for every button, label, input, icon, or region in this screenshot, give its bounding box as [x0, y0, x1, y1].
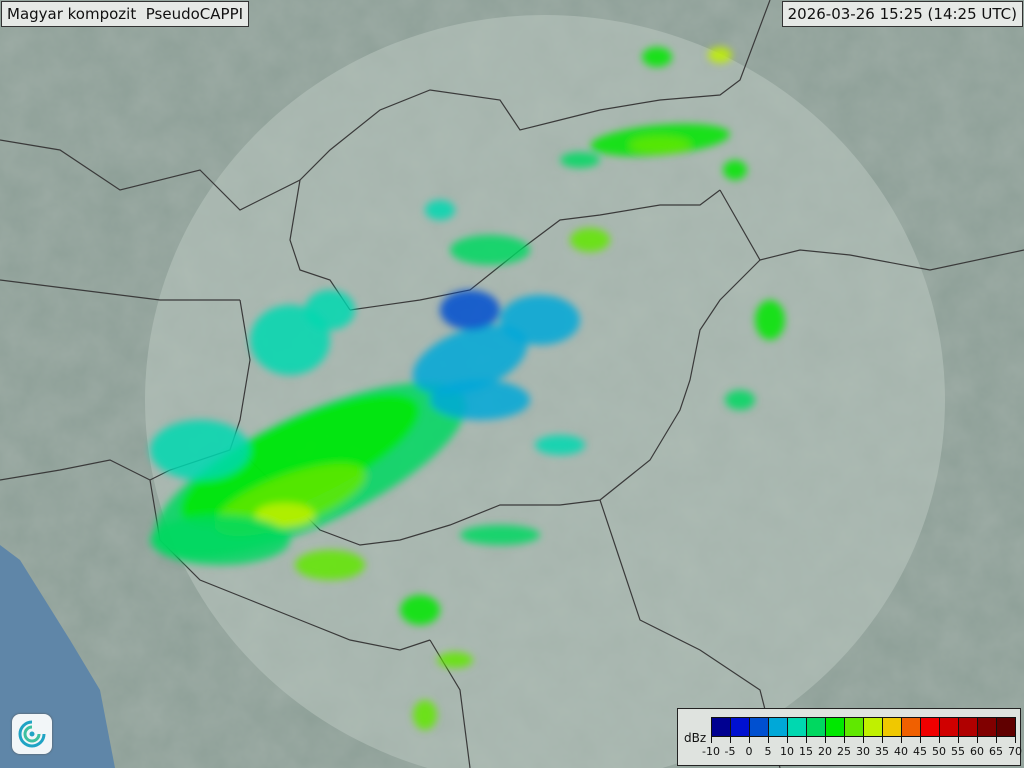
legend-swatch [902, 718, 921, 736]
precipitation-echo [413, 700, 437, 730]
legend-tick-mark [1015, 737, 1016, 743]
precipitation-echo [708, 47, 732, 63]
legend-swatch [883, 718, 902, 736]
precipitation-echo [460, 525, 540, 545]
precipitation-echo [305, 290, 355, 330]
legend-tick-mark [958, 737, 959, 743]
legend-tick-mark [749, 737, 750, 743]
legend-swatch [788, 718, 807, 736]
legend-unit: dBz [684, 731, 707, 745]
legend-tick-mark [901, 737, 902, 743]
legend-tick-label: -10 [702, 745, 720, 758]
product-title: Magyar kompozit PseudoCAPPI [1, 1, 250, 27]
legend-tick-label: 0 [745, 745, 753, 758]
precipitation-echo [180, 394, 420, 526]
legend-swatch [750, 718, 769, 736]
border-line [0, 279, 240, 301]
precipitation-echo [723, 160, 747, 180]
adriatic-sea [0, 545, 115, 768]
legend-tick-label: 10 [780, 745, 794, 758]
legend-swatch [712, 718, 731, 736]
precipitation-echo [437, 652, 473, 668]
legend-tick-label: 45 [913, 745, 927, 758]
legend-swatch [921, 718, 940, 736]
legend-ticks: -10 -5 0 5 10 15 20 25 30 35 40 45 50 55 60 65 70 [702, 737, 1022, 763]
legend-tick-label: 5 [764, 745, 772, 758]
legend-swatch [731, 718, 750, 736]
border-line [0, 0, 771, 211]
precipitation-echoes [150, 47, 785, 730]
border-line [0, 459, 151, 481]
legend-tick-label: 25 [837, 745, 851, 758]
border-line [599, 499, 781, 768]
legend-tick-label: 20 [818, 745, 832, 758]
legend-tick-mark [863, 737, 864, 743]
legend-tick-label: 15 [799, 745, 813, 758]
legend-tick-mark [939, 737, 940, 743]
precipitation-echo [630, 137, 690, 153]
precipitation-echo [150, 420, 250, 480]
precipitation-echo [430, 380, 530, 420]
legend-tick-mark [730, 737, 731, 743]
legend-tick-mark [787, 737, 788, 743]
border-line [349, 189, 721, 311]
legend-tick-label: 55 [951, 745, 965, 758]
legend-tick-mark [768, 737, 769, 743]
legend-tick-mark [711, 737, 712, 743]
precipitation-echo [560, 152, 600, 168]
legend-tick-mark [806, 737, 807, 743]
precipitation-echo [400, 595, 440, 625]
border-line [559, 259, 761, 506]
legend-tick-label: -5 [724, 745, 736, 758]
precipitation-echo [150, 515, 290, 565]
precipitation-echo [450, 235, 530, 265]
legend-swatch [864, 718, 883, 736]
legend-tick-mark [825, 737, 826, 743]
precipitation-echo [642, 47, 672, 67]
legend-swatch [997, 718, 1015, 736]
radar-coverage-area [145, 15, 945, 768]
precipitation-echo [725, 390, 755, 410]
legend-swatch [826, 718, 845, 736]
legend-swatch [769, 718, 788, 736]
legend-tick-mark [844, 737, 845, 743]
legend-tick-label: 30 [856, 745, 870, 758]
dbz-color-legend: dBz -10 -5 0 5 10 15 20 25 30 35 40 45 50 55 60 65 70 [677, 708, 1022, 766]
precipitation-echo [535, 435, 585, 455]
legend-swatch [807, 718, 826, 736]
legend-tick-label: 35 [875, 745, 889, 758]
precipitation-echo [412, 325, 528, 395]
legend-tick-mark [996, 737, 997, 743]
precipitation-echo [425, 200, 455, 220]
border-line [289, 179, 351, 311]
precipitation-echo [570, 228, 610, 252]
legend-tick-mark [882, 737, 883, 743]
logo [12, 714, 52, 754]
timestamp: 2026-03-26 15:25 (14:25 UTC) [781, 1, 1023, 27]
precipitation-echo [440, 290, 500, 330]
legend-tick-label: 65 [989, 745, 1003, 758]
precipitation-echo [500, 295, 580, 345]
legend-tick-label: 40 [894, 745, 908, 758]
legend-tick-label: 60 [970, 745, 984, 758]
precipitation-echo [250, 305, 330, 375]
legend-tick-label: 50 [932, 745, 946, 758]
legend-color-bar [711, 717, 1016, 737]
legend-swatch [845, 718, 864, 736]
swirl-logo-icon [18, 720, 46, 748]
precipitation-echo [255, 503, 315, 527]
legend-tick-mark [977, 737, 978, 743]
precipitation-echo [295, 550, 365, 580]
border-line [719, 189, 1024, 271]
legend-tick-mark [920, 737, 921, 743]
legend-swatch [959, 718, 978, 736]
legend-swatch [978, 718, 997, 736]
legend-tick-label: 70 [1008, 745, 1022, 758]
legend-swatch [940, 718, 959, 736]
precipitation-echo [755, 300, 785, 340]
